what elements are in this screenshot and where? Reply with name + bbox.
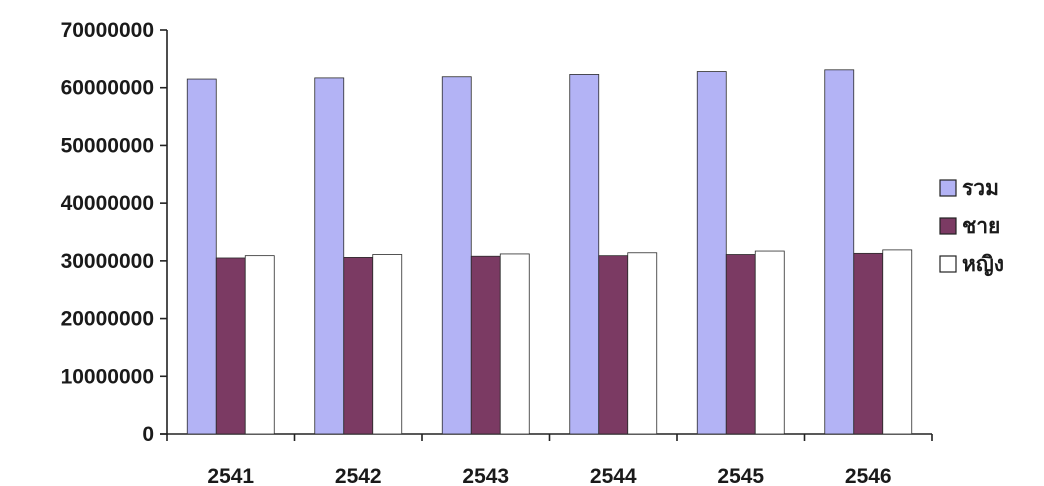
legend-swatch [939, 179, 957, 197]
y-tick-label: 60000000 [61, 77, 154, 100]
x-tick-label: 2541 [207, 465, 254, 486]
bar-female [627, 252, 658, 435]
bar-female [244, 255, 275, 435]
bar-female [754, 250, 785, 435]
bar-male [470, 255, 501, 435]
bar-female [372, 254, 403, 435]
bar-total [569, 74, 600, 435]
bar-male [215, 257, 246, 435]
x-tick-label: 2545 [717, 465, 764, 486]
legend-label: หญิง [962, 253, 1004, 277]
bar-male [725, 254, 756, 435]
bar-total [824, 69, 855, 435]
bar-total [186, 78, 217, 435]
legend-label: ชาย [962, 215, 1000, 238]
bar-male [853, 252, 884, 435]
bar-female [882, 249, 913, 435]
bar-total [314, 77, 345, 435]
x-tick-label: 2544 [590, 465, 637, 486]
y-tick-label: 0 [142, 423, 154, 446]
bar-total [441, 76, 472, 435]
bars [186, 69, 913, 435]
x-tick-label: 2546 [845, 465, 892, 486]
bar-male [598, 255, 629, 435]
legend-label: รวม [962, 177, 999, 200]
legend-swatch [939, 217, 957, 235]
y-tick-label: 30000000 [61, 250, 154, 273]
y-tick-label: 40000000 [61, 192, 154, 215]
x-tick-label: 2542 [335, 465, 382, 486]
bar-total [696, 71, 727, 435]
y-tick-label: 20000000 [61, 308, 154, 331]
bar-male [343, 256, 374, 435]
y-tick-label: 10000000 [61, 365, 154, 388]
tick-labels: 0 10000000 20000000 30000000 40000000 5000000… [61, 19, 892, 486]
bar-female [499, 253, 530, 435]
x-tick-label: 2543 [462, 465, 509, 486]
legend-swatch [939, 255, 957, 273]
y-tick-label: 50000000 [61, 134, 154, 157]
axes [160, 29, 933, 441]
y-tick-label: 70000000 [61, 19, 154, 42]
